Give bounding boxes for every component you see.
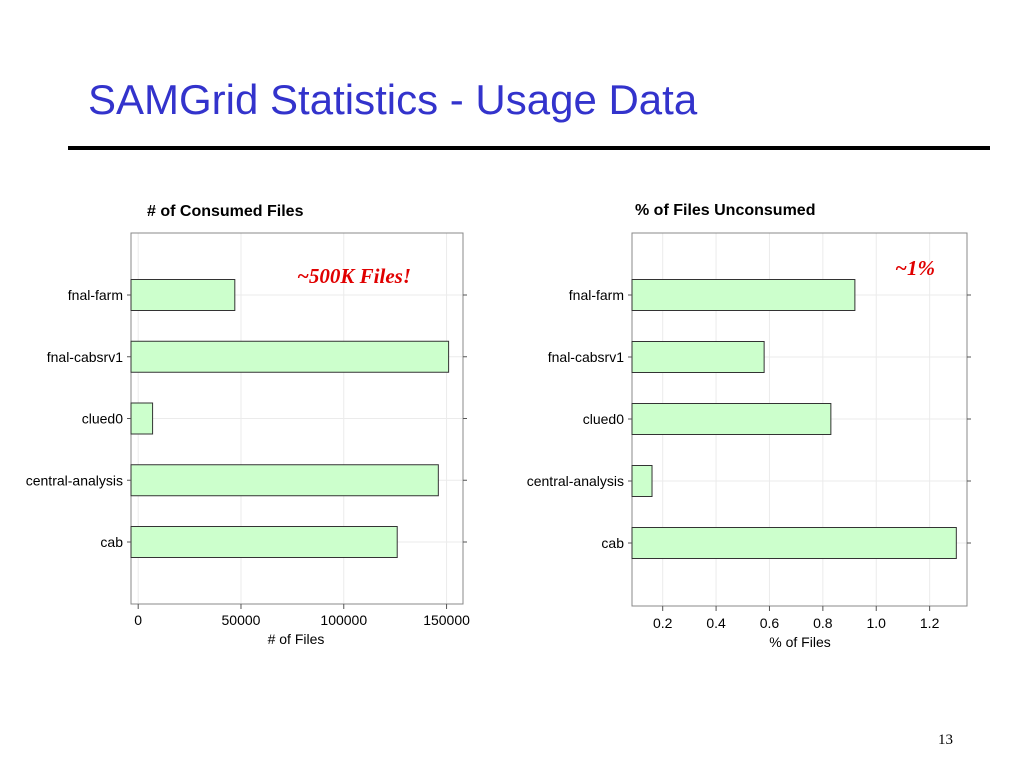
- bar: [130, 340, 450, 373]
- bar: [130, 526, 398, 558]
- x-tick-label: 0.8: [813, 615, 833, 631]
- bar: [631, 527, 957, 559]
- x-tick-label: 100000: [320, 612, 367, 628]
- x-tick-label: 1.0: [867, 615, 887, 631]
- x-tick-label: 0.2: [653, 615, 673, 631]
- bar: [631, 465, 653, 497]
- x-tick-label: 1.2: [920, 615, 940, 631]
- plot-area: fnal-farm fnal-cabsrv1 clued0 central-analy…: [527, 232, 971, 631]
- chart-annotation: ~500K Files!: [297, 264, 411, 288]
- bar: [631, 341, 765, 373]
- x-tick-label: 0: [134, 612, 142, 628]
- chart-annotation: ~1%: [895, 256, 935, 280]
- y-tick-label: central-analysis: [527, 473, 624, 489]
- x-tick-label: 50000: [222, 612, 261, 628]
- slide-title: SAMGrid Statistics - Usage Data: [88, 76, 698, 123]
- y-tick-label: cab: [100, 534, 123, 550]
- unconsumed-files-chart: fnal-farm fnal-cabsrv1 clued0 central-analy…: [527, 202, 971, 650]
- x-tick-label: 0.6: [760, 615, 780, 631]
- title-divider: [68, 146, 990, 150]
- bar: [631, 279, 856, 311]
- bar: [130, 402, 154, 435]
- bar: [130, 464, 439, 497]
- x-axis-label: # of Files: [268, 631, 325, 647]
- bar: [631, 403, 832, 435]
- plot-area: fnal-farm fnal-cabsrv1 clued0 central-analy…: [26, 232, 470, 628]
- y-tick-label: fnal-cabsrv1: [548, 349, 624, 365]
- y-tick-label: central-analysis: [26, 472, 123, 488]
- x-tick-label: 0.4: [706, 615, 726, 631]
- y-tick-label: clued0: [82, 411, 123, 427]
- chart-title: # of Consumed Files: [147, 203, 304, 220]
- y-tick-label: clued0: [583, 411, 624, 427]
- y-tick-label: fnal-cabsrv1: [47, 349, 123, 365]
- slide-number: 13: [938, 732, 953, 748]
- x-tick-label: 150000: [423, 612, 470, 628]
- bar: [130, 279, 236, 311]
- y-tick-label: fnal-farm: [68, 287, 123, 303]
- consumed-files-chart: fnal-farm fnal-cabsrv1 clued0 central-analy…: [26, 203, 470, 647]
- y-tick-label: fnal-farm: [569, 287, 624, 303]
- chart-title: % of Files Unconsumed: [635, 202, 815, 219]
- x-axis-label: % of Files: [769, 634, 830, 650]
- y-tick-label: cab: [601, 535, 624, 551]
